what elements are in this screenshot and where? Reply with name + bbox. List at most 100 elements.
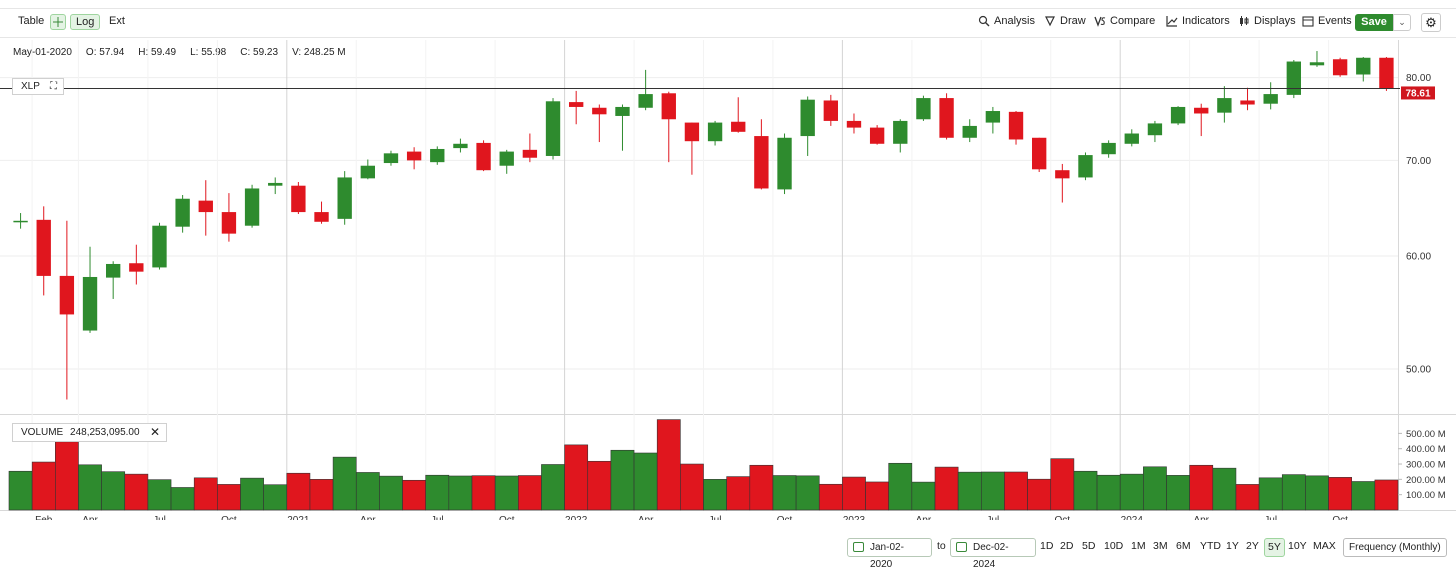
candle-body — [1170, 106, 1186, 124]
x-tick-label: 2024 — [1121, 515, 1144, 520]
symbol-legend[interactable]: XLP ⛶ — [12, 78, 64, 95]
compare-label: Compare — [1110, 15, 1156, 27]
candle-body — [1286, 61, 1302, 95]
ohlc-readout: May-01-2020 O: 57.94 H: 59.49 L: 55.98 C… — [13, 47, 346, 58]
analysis-button[interactable]: Analysis — [978, 15, 1035, 27]
candle-body — [36, 219, 51, 276]
crosshair-icon — [53, 17, 63, 27]
volume-tick-label: 400.00 M — [1406, 444, 1446, 455]
candle-body — [777, 137, 792, 190]
candle-body — [707, 122, 723, 142]
period-button-5y[interactable]: 5Y — [1264, 538, 1285, 557]
start-date-value: Jan-02-2020 — [870, 542, 904, 570]
volume-bar — [680, 463, 704, 511]
period-button-2y[interactable]: 2Y — [1246, 540, 1259, 552]
last-price-tag — [1401, 86, 1435, 100]
period-button-max[interactable]: MAX — [1313, 540, 1336, 552]
save-button[interactable]: Save — [1355, 14, 1393, 31]
volume-bar — [795, 475, 820, 511]
period-button-1d[interactable]: 1D — [1040, 540, 1054, 552]
x-tick-label: 2023 — [843, 515, 866, 520]
volume-bar — [379, 475, 403, 511]
start-date-input[interactable]: Jan-02-2020 — [847, 538, 932, 570]
compare-button[interactable]: Compare — [1094, 15, 1155, 27]
log-scale-button[interactable]: Log — [70, 14, 101, 30]
close-icon[interactable]: ✕ — [149, 425, 160, 439]
volume-bar — [517, 475, 542, 511]
price-chart[interactable]: 50.00 60.00 70.00 80.00 Feb Apr Jul Oct 2021 Apr J… — [0, 0, 1456, 520]
volume-legend-label: VOLUME — [21, 427, 64, 438]
x-tick-label: Jul — [1264, 515, 1277, 520]
volume-bar — [772, 475, 797, 511]
candle-body — [337, 177, 352, 219]
log-label: Log — [76, 16, 95, 28]
extended-hours-button[interactable]: Ext — [109, 15, 125, 27]
volume-bar — [1143, 466, 1167, 511]
volume-bar — [494, 475, 519, 511]
draw-button[interactable]: Draw — [1044, 15, 1086, 27]
end-date-input[interactable]: Dec-02-2024 — [950, 538, 1036, 570]
period-button-1m[interactable]: 1M — [1131, 540, 1146, 552]
volume-bar — [448, 475, 473, 511]
ohlc-close: C: 59.23 — [240, 47, 279, 58]
x-tick-label: 2022 — [565, 515, 588, 520]
x-tick-label: Apr — [1193, 515, 1209, 520]
candle-body — [985, 111, 1001, 123]
x-tick-label: Apr — [360, 515, 376, 520]
candle-body — [869, 127, 885, 144]
candle-body — [1217, 98, 1232, 113]
candle-body — [406, 151, 422, 161]
volume-bar — [425, 474, 450, 511]
volume-bar — [78, 464, 102, 511]
period-button-2d[interactable]: 2D — [1060, 540, 1074, 552]
candle-body — [1309, 62, 1325, 66]
period-button-ytd[interactable]: YTD — [1200, 540, 1221, 552]
volume-bar — [980, 471, 1005, 511]
candle-body — [846, 120, 862, 128]
last-price-label: 78.61 — [1405, 88, 1430, 99]
period-button-1y[interactable]: 1Y — [1226, 540, 1239, 552]
settings-button[interactable]: ⚙ — [1421, 13, 1441, 32]
magnifier-icon — [978, 15, 990, 27]
chart-toolbar: Table Log Ext Analysis Draw Compare Indi… — [0, 8, 1456, 38]
x-tick-label: Feb — [35, 515, 53, 520]
volume-bar — [217, 484, 241, 511]
save-dropdown-button[interactable]: ⌄ — [1393, 14, 1411, 31]
events-button[interactable]: Events — [1302, 15, 1352, 27]
candle-body — [244, 188, 260, 226]
volume-bar — [31, 461, 56, 511]
calendar-icon — [956, 542, 967, 552]
ext-label: Ext — [109, 15, 125, 27]
period-button-10d[interactable]: 10D — [1104, 540, 1124, 552]
x-tick-label: Apr — [638, 515, 654, 520]
crosshair-button[interactable] — [50, 14, 66, 30]
candle-body — [59, 275, 75, 315]
indicators-button[interactable]: Indicators — [1166, 15, 1230, 27]
x-tick-label: Jul — [986, 515, 999, 520]
expand-icon[interactable]: ⛶ — [50, 81, 57, 92]
volume-bar — [8, 470, 33, 511]
candle-body — [638, 94, 653, 108]
frequency-select[interactable]: Frequency (Monthly) — [1343, 538, 1447, 557]
period-button-5d[interactable]: 5D — [1082, 540, 1096, 552]
candle-body — [430, 148, 445, 163]
volume-bar — [54, 441, 79, 511]
candle-body — [1194, 107, 1209, 114]
x-tick-label: Apr — [82, 515, 98, 520]
displays-button[interactable]: Displays — [1238, 15, 1296, 27]
volume-legend[interactable]: VOLUME 248,253,095.00 ✕ — [12, 423, 167, 442]
analysis-label: Analysis — [994, 15, 1035, 27]
volume-bar — [934, 466, 959, 511]
ohlc-date: May-01-2020 — [13, 47, 72, 58]
volume-bar — [1166, 475, 1190, 511]
volume-bar — [703, 479, 727, 511]
calendar-icon — [853, 542, 864, 552]
volume-bar — [1235, 484, 1260, 511]
period-button-10y[interactable]: 10Y — [1288, 540, 1307, 552]
volume-tick-label: 500.00 M — [1406, 429, 1446, 440]
period-button-3m[interactable]: 3M — [1153, 540, 1168, 552]
period-button-6m[interactable]: 6M — [1176, 540, 1191, 552]
candle-body — [615, 106, 630, 116]
candle-body — [1332, 59, 1348, 76]
table-button[interactable]: Table — [18, 15, 44, 27]
